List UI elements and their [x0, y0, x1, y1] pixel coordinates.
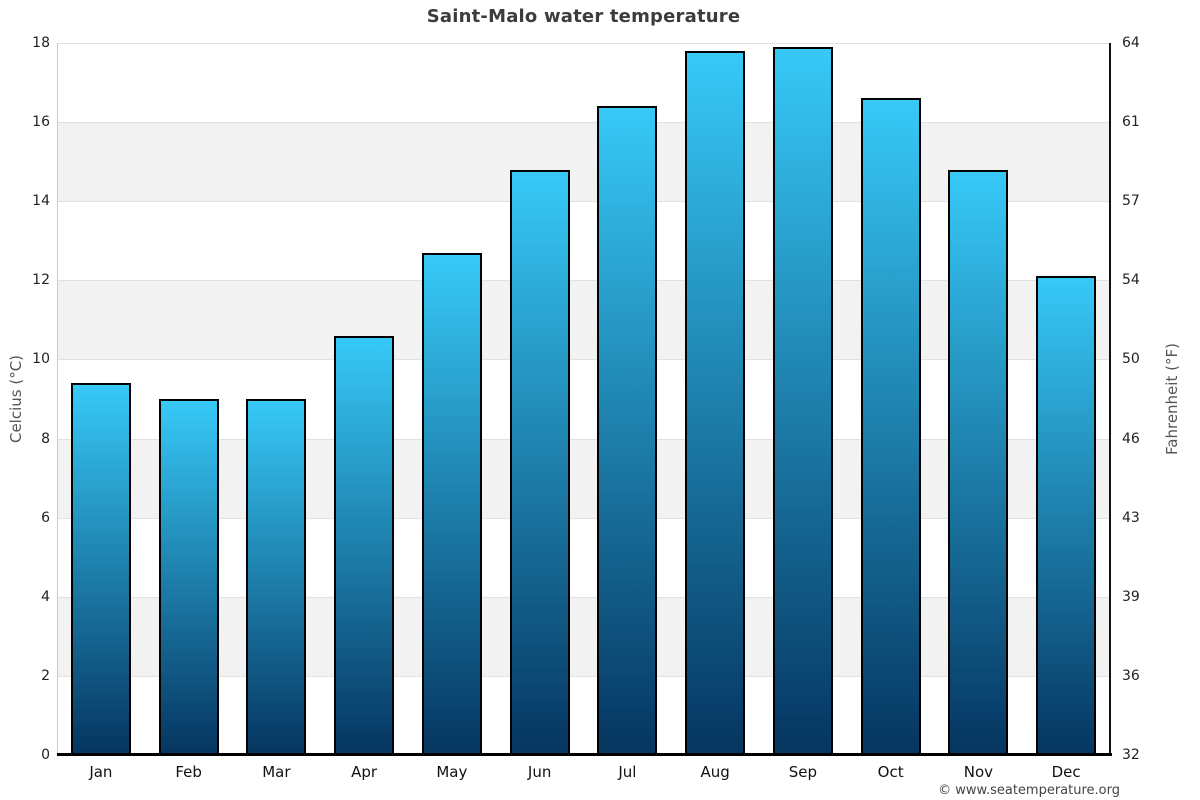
month-label-mar: Mar [262, 763, 291, 781]
fahrenheit-tick-50: 50 [1122, 351, 1140, 368]
left-axis-line [57, 43, 58, 755]
fahrenheit-tick-36: 36 [1122, 667, 1140, 684]
bar-sep [772, 46, 833, 755]
bar-jul [597, 106, 658, 755]
month-label-jul: Jul [618, 763, 637, 781]
month-label-jun: Jun [527, 763, 552, 781]
month-label-dec: Dec [1051, 763, 1081, 781]
month-label-jan: Jan [89, 763, 113, 781]
celsius-tick-12: 12 [32, 272, 50, 289]
month-label-nov: Nov [963, 763, 994, 781]
celsius-tick-4: 4 [41, 588, 50, 605]
month-label-sep: Sep [788, 763, 818, 781]
fahrenheit-tick-39: 39 [1122, 588, 1140, 605]
alternating-band [57, 438, 1110, 518]
month-label-oct: Oct [877, 763, 904, 781]
fahrenheit-tick-46: 46 [1122, 430, 1140, 447]
celsius-tick-0: 0 [41, 747, 50, 763]
bar-jan [70, 383, 131, 755]
gridline [57, 439, 1110, 440]
celsius-tick-18: 18 [32, 35, 50, 51]
alternating-band [57, 596, 1110, 676]
gridline [57, 676, 1110, 677]
fahrenheit-tick-61: 61 [1122, 114, 1140, 131]
bar-nov [948, 169, 1009, 755]
y-axis-title-fahrenheit: Fahrenheit (°F) [1163, 343, 1181, 455]
month-label-feb: Feb [175, 763, 202, 781]
alternating-band [57, 122, 1110, 202]
bar-jun [509, 169, 570, 755]
bar-oct [860, 98, 921, 755]
bar-apr [334, 335, 395, 755]
bar-feb [158, 399, 219, 755]
gridline [57, 280, 1110, 281]
month-label-may: May [436, 763, 468, 781]
month-label-aug: Aug [700, 763, 730, 781]
bar-may [421, 252, 482, 755]
fahrenheit-tick-54: 54 [1122, 272, 1140, 289]
chart-title: Saint-Malo water temperature [426, 6, 741, 27]
plot-area [57, 43, 1110, 756]
fahrenheit-tick-43: 43 [1122, 509, 1140, 526]
celsius-tick-8: 8 [41, 430, 50, 447]
gridline [57, 201, 1110, 202]
celsius-tick-6: 6 [41, 509, 50, 526]
celsius-tick-16: 16 [32, 114, 50, 131]
bar-mar [246, 399, 307, 755]
bar-aug [685, 50, 746, 755]
gridline [57, 43, 1110, 44]
fahrenheit-tick-64: 64 [1122, 35, 1140, 51]
celsius-tick-14: 14 [32, 193, 50, 210]
fahrenheit-tick-57: 57 [1122, 193, 1140, 210]
bar-dec [1036, 276, 1097, 755]
fahrenheit-tick-32: 32 [1122, 747, 1140, 763]
month-label-apr: Apr [351, 763, 378, 781]
right-axis-line [1109, 43, 1111, 755]
celsius-tick-10: 10 [32, 351, 50, 368]
copyright-watermark: © www.seatemperature.org [938, 783, 1120, 798]
bottom-axis-line [57, 753, 1112, 756]
gridline [57, 359, 1110, 360]
gridline [57, 597, 1110, 598]
gridline [57, 122, 1110, 123]
alternating-band [57, 280, 1110, 360]
y-axis-title-celsius: Celcius (°C) [7, 354, 25, 444]
celsius-tick-2: 2 [41, 667, 50, 684]
gridline [57, 518, 1110, 519]
